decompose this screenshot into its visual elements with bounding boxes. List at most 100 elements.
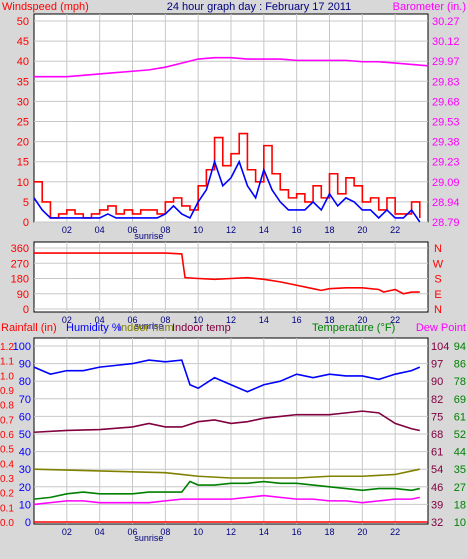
rainfall-tick: 0.7 [0, 415, 14, 426]
wind-direction-line [34, 252, 420, 295]
temperature-tick: 44 [454, 447, 466, 459]
x-tick-label: 12 [226, 315, 236, 325]
windspeed-tick: 15 [17, 157, 29, 169]
rainfall-tick: 0.6 [0, 430, 14, 441]
rainfall-tick: 0.9 [0, 386, 14, 397]
humidity-tick: 30 [19, 464, 31, 476]
x-tick-label: 04 [95, 315, 105, 325]
direction-tick: 360 [11, 243, 29, 255]
rainfall-tick: 0.1 [0, 503, 14, 514]
x-tick-label: 20 [357, 225, 367, 235]
rainfall-tick: 0.0 [0, 518, 14, 529]
gust-line [33, 159, 421, 223]
indoor-temp-tick: 97 [431, 359, 443, 371]
x-tick-label: 20 [357, 315, 367, 325]
rainfall-tick: 1.2 [0, 342, 14, 353]
x-tick-label: 08 [160, 527, 170, 537]
barometer-tick: 30.12 [432, 36, 460, 48]
x-tick-label: 02 [62, 527, 72, 537]
x-tick-label: 04 [95, 527, 105, 537]
indoor-temp-tick: 90 [431, 376, 443, 388]
windspeed-tick: 5 [23, 197, 29, 209]
x-tick-label: 16 [292, 315, 302, 325]
direction-tick: 90 [17, 289, 29, 301]
legend-dew-point: Dew Point [416, 322, 466, 334]
x-tick-label: 18 [324, 527, 334, 537]
direction-tick: 270 [11, 258, 29, 270]
temperature-tick: 61 [454, 411, 466, 423]
windspeed-tick: 40 [17, 56, 29, 68]
x-tick-label: 22 [390, 225, 400, 235]
humidity-tick: 10 [19, 499, 31, 511]
x-tick-label: 02 [62, 225, 72, 235]
x-tick-label: 02 [62, 315, 72, 325]
windspeed-tick: 35 [17, 76, 29, 88]
barometer-tick: 29.53 [432, 117, 460, 129]
rainfall-tick: 0.8 [0, 401, 14, 412]
windspeed-tick: 50 [17, 16, 29, 28]
indoor-hum-line [33, 468, 420, 479]
compass-tick: W [433, 258, 444, 270]
rainfall-tick: 0.3 [0, 474, 14, 485]
humidity-tick: 80 [19, 376, 31, 388]
panel1-title: 24 hour graph day : February 17 2011 [167, 1, 351, 13]
temperature-tick: 10 [454, 517, 466, 529]
humidity-tick: 90 [19, 359, 31, 371]
barometer-tick: 29.83 [432, 76, 460, 88]
humidity-tick: 50 [19, 429, 31, 441]
barometer-line [34, 56, 429, 78]
humidity-line [33, 359, 421, 393]
x-tick-label: 22 [390, 527, 400, 537]
temperature-tick: 69 [454, 394, 466, 406]
barometer-tick: 30.27 [432, 16, 460, 28]
x-tick-label: 06 [127, 527, 137, 537]
indoor-temp-tick: 61 [431, 447, 443, 459]
temperature-tick: 35 [454, 464, 466, 476]
compass-tick: S [434, 274, 441, 286]
indoor-temp-tick: 32 [431, 517, 443, 529]
direction-tick: 180 [11, 274, 29, 286]
indoor-temp-tick: 75 [431, 411, 443, 423]
x-tick-label: 10 [193, 527, 203, 537]
x-tick-label: 14 [259, 225, 269, 235]
indoor-temp-tick: 39 [431, 499, 443, 511]
compass-tick: N [434, 304, 442, 316]
humidity-tick: 20 [19, 482, 31, 494]
rainfall-tick: 1.0 [0, 371, 14, 382]
x-tick-label: 08 [160, 315, 170, 325]
x-tick-label: 10 [193, 315, 203, 325]
barometer-tick: 29.38 [432, 137, 460, 149]
rainfall-tick: 0.2 [0, 489, 14, 500]
humidity-tick: 40 [19, 447, 31, 459]
compass-tick: E [434, 289, 441, 301]
sunrise-label: sunrise [134, 231, 163, 241]
dew-point-line [33, 494, 420, 506]
x-tick-label: 06 [127, 225, 137, 235]
barometer-tick: 29.97 [432, 56, 460, 68]
humidity-tick: 0 [25, 517, 31, 529]
windspeed-tick: 30 [17, 96, 29, 108]
sunrise-label: sunrise [134, 321, 163, 331]
indoor-temp-line [33, 410, 420, 434]
barometer-tick: 29.68 [432, 96, 460, 108]
x-tick-label: 14 [259, 527, 269, 537]
barometer-tick: 29.23 [432, 157, 460, 169]
rainfall-tick: 0.5 [0, 445, 14, 456]
legend-rainfall: Rainfall (in) [1, 322, 57, 334]
x-tick-label: 10 [193, 225, 203, 235]
barometer-axis-label: Barometer (in.) [393, 1, 466, 13]
windspeed-tick: 45 [17, 36, 29, 48]
compass-tick: N [434, 243, 442, 255]
windspeed-tick: 25 [17, 117, 29, 129]
windspeed-tick: 20 [17, 137, 29, 149]
barometer-tick: 29.09 [432, 177, 460, 189]
temperature-tick: 27 [454, 482, 466, 494]
x-tick-label: 16 [292, 527, 302, 537]
rainfall-tick: 1.1 [0, 357, 14, 368]
indoor-temp-tick: 104 [431, 341, 449, 353]
rainfall-tick: 0.4 [0, 459, 14, 470]
x-tick-label: 18 [324, 225, 334, 235]
windspeed-tick: 10 [17, 177, 29, 189]
temperature-line [33, 480, 420, 500]
